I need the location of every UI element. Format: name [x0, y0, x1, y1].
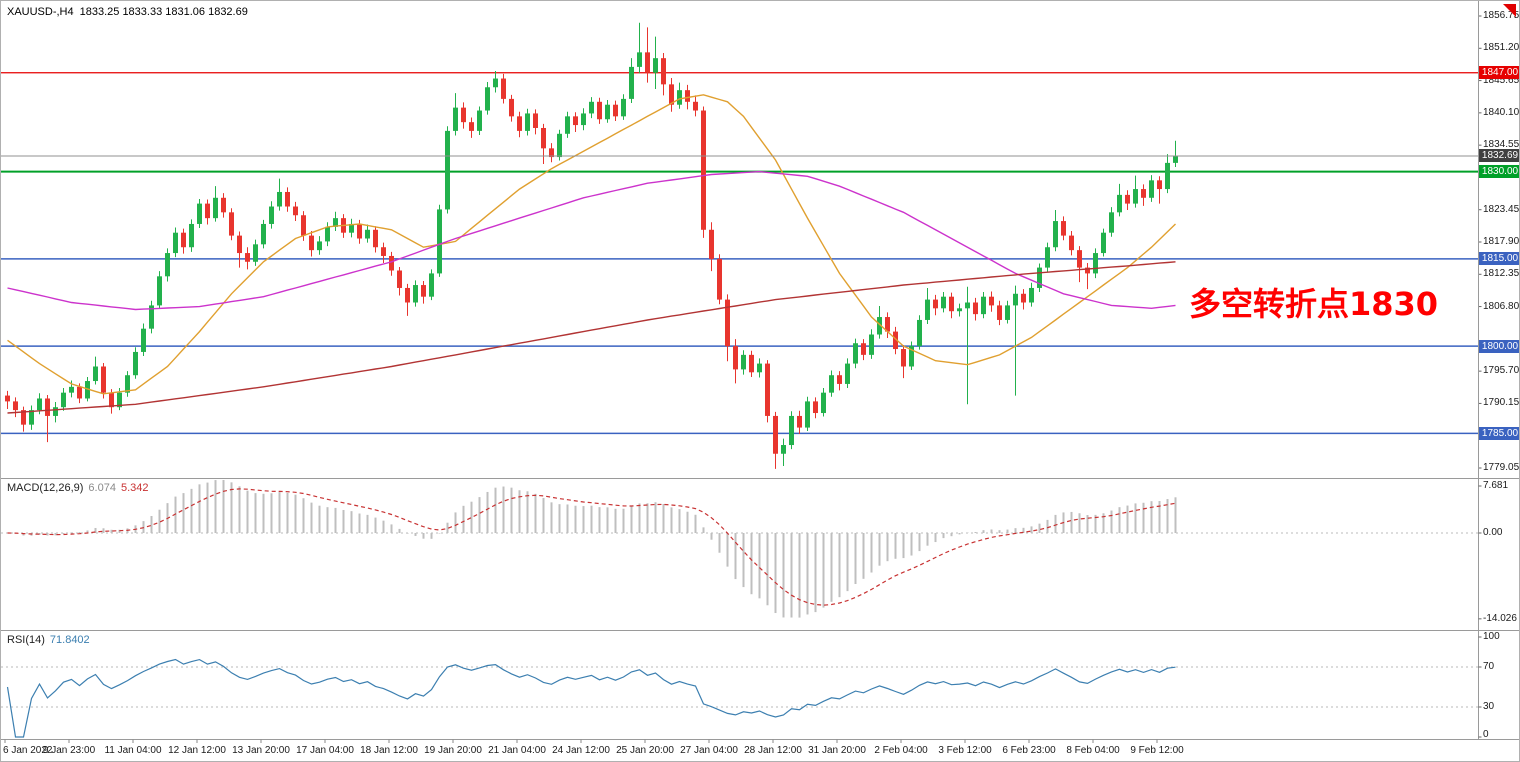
annotation-text: 多空转折点1830 — [1189, 285, 1439, 323]
macd-indicator-label: MACD(12,26,9) 6.074 5.342 — [7, 482, 153, 494]
macd-name: MACD(12,26,9) — [7, 482, 84, 494]
symbol-ohlc-label: XAUUSD-,H4 1833.25 1833.33 1831.06 1832.6… — [7, 6, 254, 18]
ohlc-values: 1833.25 1833.33 1831.06 1832.69 — [79, 6, 248, 18]
macd-layer — [1, 480, 1479, 618]
scroll-to-end-icon[interactable] — [1503, 4, 1516, 17]
ma-medium — [7, 170, 1176, 311]
price-axis[interactable] — [1476, 1, 1519, 740]
rsi-name: RSI(14) — [7, 634, 45, 646]
rsi-layer — [1, 658, 1479, 738]
rsi-indicator-label: RSI(14) 71.8402 — [7, 634, 95, 646]
macd-value: 6.074 — [88, 482, 116, 494]
macd-signal-value: 5.342 — [120, 482, 149, 494]
ma-lines-layer — [7, 94, 1176, 414]
levels-layer — [1, 72, 1479, 435]
ma-slow — [7, 261, 1176, 414]
symbol-name: XAUUSD-,H4 — [7, 6, 74, 18]
rsi-value: 71.8402 — [49, 634, 90, 646]
ma-fast — [7, 94, 1176, 395]
separators-layer — [1, 1, 1519, 743]
time-axis[interactable] — [1, 738, 1478, 761]
candles-layer — [5, 22, 1178, 469]
